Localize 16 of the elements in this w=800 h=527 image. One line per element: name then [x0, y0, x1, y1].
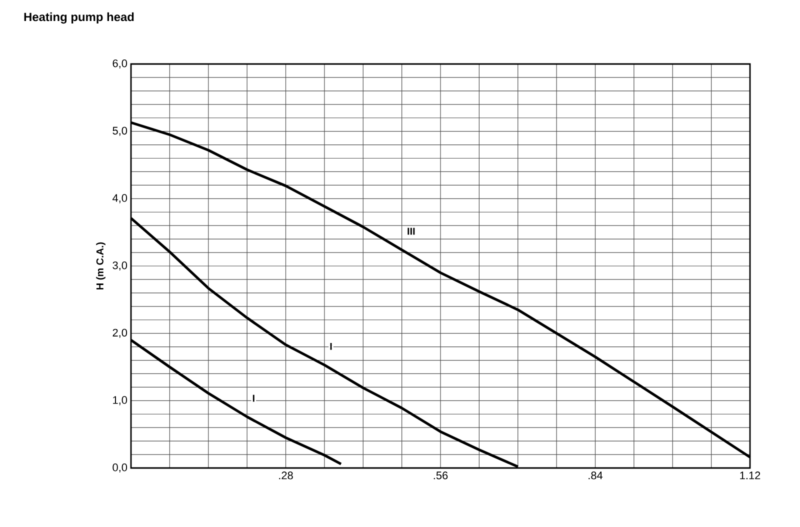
y-tick-label: 2,0: [112, 328, 128, 338]
chart-title: Heating pump head: [24, 12, 134, 24]
y-tick-label: 6,0: [112, 59, 128, 69]
x-tick-label: 1.12: [740, 472, 760, 480]
x-tick-label: .84: [588, 472, 603, 480]
y-tick-label: 5,0: [112, 126, 128, 136]
x-tick-label: .28: [279, 472, 293, 480]
y-axis-title: H (m C.A.): [96, 242, 106, 290]
y-tick-label: 3,0: [112, 261, 128, 271]
y-tick-label: 1,0: [113, 396, 128, 406]
series-label: I: [330, 342, 332, 350]
y-tick-label: 0,0: [112, 463, 128, 473]
x-tick-label: .56: [434, 472, 448, 480]
series-label: I: [252, 394, 254, 402]
y-tick-label: 4,0: [112, 194, 128, 204]
series-label: III: [408, 228, 415, 235]
